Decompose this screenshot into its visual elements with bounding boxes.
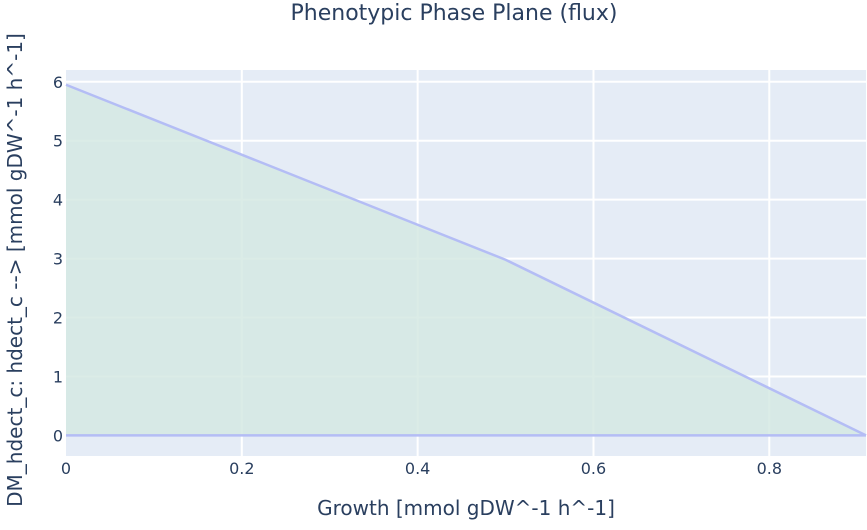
upper_bound-line xyxy=(65,83,867,437)
y-tick-label: 2 xyxy=(53,309,63,328)
x-tick-label: 0.4 xyxy=(405,459,430,478)
series-layer xyxy=(65,83,867,437)
x-axis-title: Growth [mmol gDW^-1 h^-1] xyxy=(317,496,615,520)
x-tick-label: 0 xyxy=(61,459,71,478)
x-tick-label: 0.2 xyxy=(229,459,254,478)
x-tick-label: 0.6 xyxy=(581,459,606,478)
x-tick-label: 0.8 xyxy=(757,459,782,478)
y-tick-label: 0 xyxy=(53,426,63,445)
y-axis-title: DM_hdect_c: hdect_c --> [mmol gDW^-1 h^-… xyxy=(3,33,27,507)
y-tick-label: 4 xyxy=(53,191,63,210)
y-tick-label: 5 xyxy=(53,132,63,151)
y-tick-label: 1 xyxy=(53,367,63,386)
y-tick-label: 6 xyxy=(53,73,63,92)
y-tick-label: 3 xyxy=(53,250,63,269)
tick-label-layer: 0 0.2 0.4 0.6 0.8 0 1 2 3 4 5 6 xyxy=(53,73,782,478)
feasible-region-fill xyxy=(66,84,866,436)
chart-title: Phenotypic Phase Plane (flux) xyxy=(291,1,618,26)
